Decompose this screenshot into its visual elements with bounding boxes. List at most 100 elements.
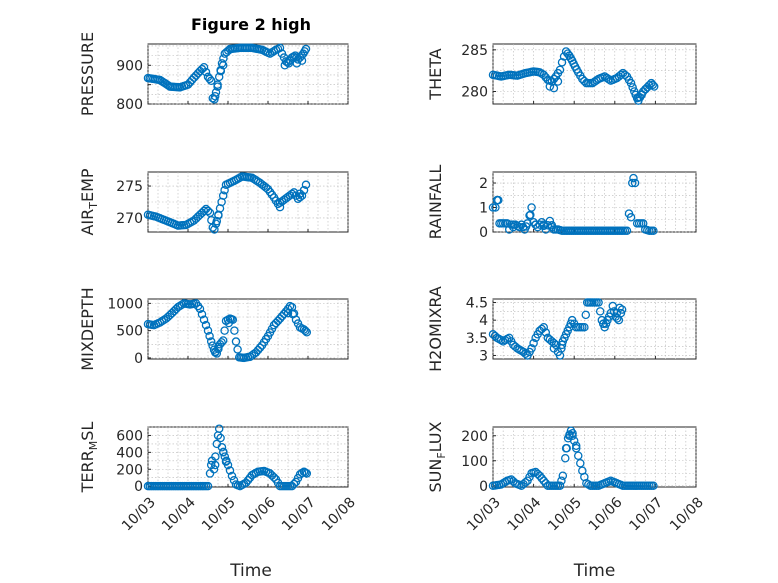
- y-tick-label: 100: [461, 454, 488, 470]
- plot-area: [147, 298, 349, 360]
- data-point: [243, 475, 253, 485]
- data-point: [217, 443, 227, 452]
- y-tick-label: 285: [461, 43, 488, 59]
- y-axis-label: H2OMIXRA: [426, 286, 445, 372]
- data-point: [557, 340, 567, 350]
- x-axis-label: Time: [573, 561, 616, 581]
- data-point: [275, 202, 285, 212]
- data-point: [620, 70, 630, 80]
- y-axis-label: SUNFLUX: [426, 421, 448, 492]
- data-point: [199, 315, 209, 324]
- data-point: [527, 344, 536, 353]
- data-point: [541, 328, 551, 337]
- data-point: [637, 90, 646, 100]
- data-point: [526, 210, 535, 220]
- y-tick-label: 3: [479, 348, 488, 364]
- data-point: [206, 76, 216, 86]
- data-point: [628, 83, 637, 92]
- data-point: [539, 322, 549, 332]
- y-axis-label-main: AIR: [78, 209, 97, 236]
- data-point: [555, 65, 565, 75]
- y-tick-label: 3.5: [466, 331, 488, 347]
- data-point: [558, 471, 568, 480]
- data-point: [214, 342, 223, 352]
- data-point: [594, 298, 603, 307]
- data-point: [649, 226, 658, 236]
- plot-area: [147, 43, 349, 105]
- data-point: [201, 67, 211, 77]
- data-point: [217, 59, 227, 68]
- data-point: [581, 310, 591, 320]
- data-point: [287, 189, 297, 199]
- y-tick-label: 200: [116, 462, 143, 478]
- data-point: [616, 70, 626, 80]
- data-point: [537, 473, 546, 483]
- data-point: [203, 206, 213, 216]
- data-point: [557, 58, 567, 67]
- y-axis-label-subscript: T: [87, 202, 100, 210]
- data-point: [629, 173, 638, 183]
- y-axis-label: MIXDEPTH: [78, 287, 97, 370]
- data-point: [595, 307, 605, 316]
- y-tick-label: 0: [479, 225, 488, 241]
- y-tick-label: 0: [479, 479, 488, 495]
- data-point: [209, 465, 219, 474]
- data-point: [494, 195, 503, 205]
- data-point: [301, 44, 311, 54]
- data-point: [206, 460, 216, 470]
- data-point: [203, 326, 213, 335]
- data-point: [630, 178, 640, 188]
- data-point: [529, 338, 538, 348]
- y-tick-label: 270: [116, 211, 143, 227]
- data-point: [213, 82, 222, 91]
- data-point: [576, 458, 585, 468]
- data-point: [220, 185, 229, 195]
- y-axis-label-subscript: F: [435, 452, 448, 458]
- y-axis-label-main: SUN: [426, 459, 445, 493]
- figure-title: Figure 2 high: [191, 15, 311, 34]
- data-point: [545, 82, 555, 91]
- data-point: [302, 328, 312, 337]
- y-tick-label: 200: [461, 429, 488, 445]
- data-point: [218, 448, 228, 457]
- y-axis-label-main: TERR: [78, 450, 97, 493]
- data-point: [224, 318, 234, 328]
- data-point: [211, 88, 221, 97]
- subplot-grid: 800 900 PRESSURE 280 285 THETA 270 275 AIRTEMP 0 1…: [78, 32, 707, 581]
- data-point: [218, 336, 228, 345]
- data-point: [641, 84, 650, 94]
- data-point: [206, 337, 216, 346]
- subplot-6: 33.5 44.5 H2OMIXRA: [426, 286, 697, 372]
- data-point: [555, 481, 565, 490]
- data-point: [227, 471, 237, 481]
- data-point: [220, 326, 229, 335]
- data-point: [568, 428, 577, 438]
- data-point: [535, 471, 544, 480]
- data-point: [280, 61, 290, 70]
- data-point: [288, 310, 298, 319]
- data-point: [195, 304, 205, 314]
- y-axis-label: TERRMSL: [78, 422, 100, 494]
- subplot-2: 280 285 THETA: [426, 43, 697, 105]
- y-axis-label-subscript: M: [87, 441, 100, 451]
- data-point: [297, 468, 307, 478]
- y-tick-label: 4: [479, 313, 488, 329]
- y-axis-label: AIRTEMP: [78, 168, 100, 235]
- data-point: [523, 219, 532, 228]
- y-tick-label: 1000: [107, 296, 143, 312]
- data-point: [615, 303, 624, 313]
- data-point: [269, 473, 279, 482]
- data-point: [199, 62, 209, 72]
- data-point: [574, 451, 583, 460]
- y-tick-label: 600: [116, 428, 143, 444]
- data-point: [233, 345, 242, 354]
- data-point: [297, 191, 307, 200]
- data-point: [279, 309, 289, 319]
- data-point: [289, 479, 299, 489]
- data-point: [213, 431, 223, 440]
- data-point: [557, 476, 566, 485]
- subplot-3: 270 275 AIRTEMP: [78, 168, 349, 236]
- subplot-4: 0 1 2 RAINFALL: [426, 165, 697, 241]
- data-point: [299, 325, 309, 334]
- data-point: [241, 478, 251, 488]
